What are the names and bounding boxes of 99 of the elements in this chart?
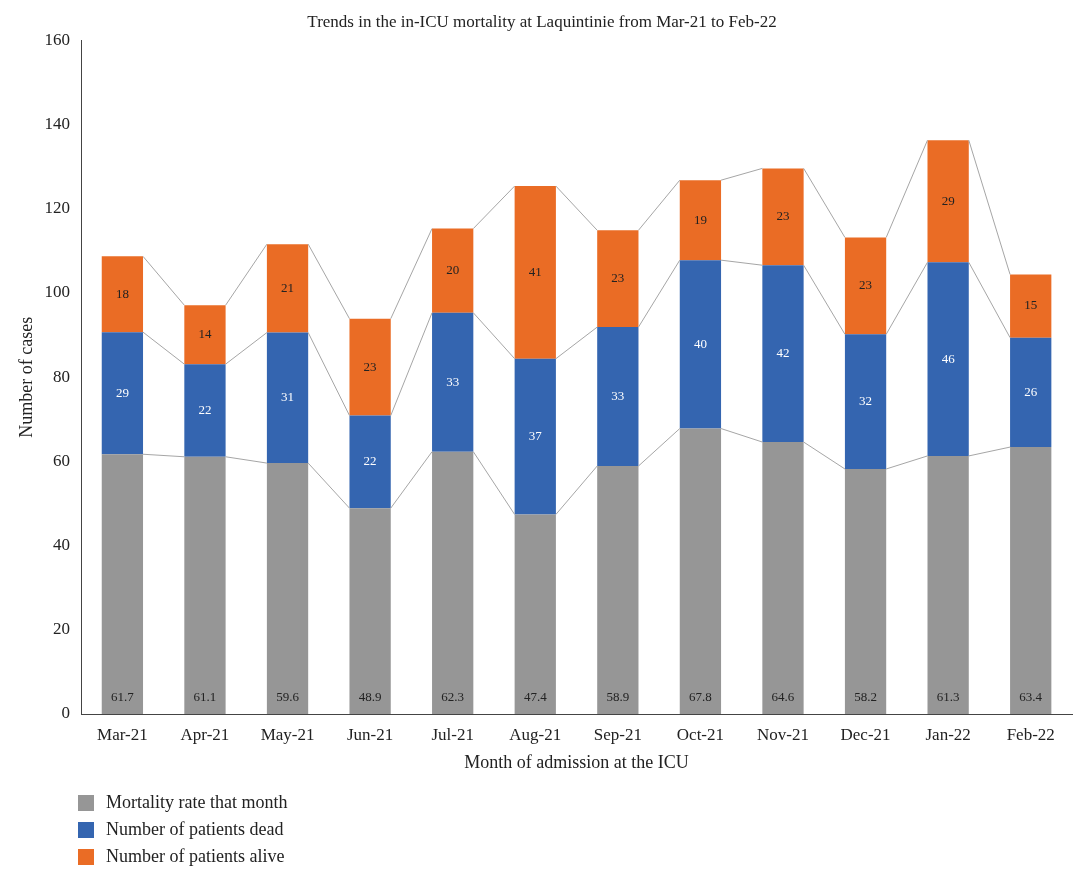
bar <box>597 466 639 714</box>
bar <box>432 451 474 714</box>
bar <box>184 364 226 457</box>
data-label: 61.7 <box>111 689 135 705</box>
data-label: 23 <box>859 277 873 293</box>
x-tick-label: Dec-21 <box>840 724 891 744</box>
bar <box>266 463 309 714</box>
bar <box>762 265 804 443</box>
data-label: 33 <box>446 373 460 389</box>
data-label: 29 <box>115 384 129 400</box>
data-label: 23 <box>611 270 625 286</box>
bar <box>844 468 887 714</box>
x-axis-title: Month of admission at the ICU <box>464 751 689 772</box>
bar <box>597 230 639 328</box>
bar <box>266 332 309 464</box>
x-tick-label: Jul-21 <box>431 724 474 744</box>
y-tick-label: 80 <box>53 366 71 386</box>
y-tick-label: 60 <box>53 450 71 470</box>
data-label: 22 <box>198 401 212 417</box>
data-label: 21 <box>281 279 295 295</box>
x-tick-label: Nov-21 <box>757 724 809 744</box>
bar <box>101 332 144 455</box>
data-label: 29 <box>941 192 955 208</box>
x-tick-label: Sep-21 <box>593 724 642 744</box>
y-tick-label: 0 <box>61 703 71 723</box>
bar <box>927 140 969 263</box>
data-label: 26 <box>1024 383 1038 399</box>
x-tick-label: Mar-21 <box>97 724 148 744</box>
bar <box>514 514 556 714</box>
bar <box>432 312 474 452</box>
bar <box>762 168 804 266</box>
bar <box>762 442 804 714</box>
x-tick-label: May-21 <box>260 724 315 744</box>
data-label: 31 <box>281 389 295 405</box>
data-label: 20 <box>446 262 460 278</box>
data-label: 48.9 <box>358 689 382 705</box>
data-label: 47.4 <box>523 689 548 705</box>
data-label: 59.6 <box>276 689 300 705</box>
bar <box>514 358 556 515</box>
bar <box>184 305 226 365</box>
x-tick-label: Oct-21 <box>676 724 725 744</box>
bar <box>1010 337 1052 448</box>
y-axis-title: Number of cases <box>15 316 36 438</box>
bar <box>514 186 556 359</box>
data-label: 22 <box>363 453 377 469</box>
x-tick-label: Jan-22 <box>925 724 971 744</box>
bar <box>184 456 226 714</box>
bar <box>927 262 969 456</box>
x-tick-label: Feb-22 <box>1006 724 1055 744</box>
data-label: 58.9 <box>606 689 630 705</box>
legend-label: Number of patients dead <box>106 819 284 840</box>
bar <box>597 327 639 467</box>
data-label: 64.6 <box>771 689 795 705</box>
bar <box>266 244 309 333</box>
bar <box>432 228 474 313</box>
data-label: 42 <box>776 345 790 361</box>
y-tick-label: 160 <box>44 29 71 49</box>
y-tick-label: 140 <box>44 114 71 134</box>
data-label: 23 <box>776 208 790 224</box>
bar <box>679 180 722 261</box>
bar <box>349 318 391 416</box>
chart-title: Trends in the in-ICU mortality at Laquintinie from Mar-21 to Feb-22 <box>307 11 777 31</box>
data-label: 41 <box>528 263 542 279</box>
data-label: 62.3 <box>441 689 465 705</box>
data-label: 32 <box>859 393 873 409</box>
x-tick-label: Apr-21 <box>180 724 230 744</box>
bar <box>1010 274 1052 338</box>
bar <box>101 256 144 333</box>
data-label: 61.1 <box>193 689 217 705</box>
data-label: 14 <box>198 326 212 342</box>
y-tick-label: 40 <box>53 535 71 555</box>
data-label: 58.2 <box>854 689 877 705</box>
data-label: 67.8 <box>689 689 712 705</box>
data-label: 33 <box>611 387 625 403</box>
y-tick-label: 20 <box>53 619 71 639</box>
legend-label: Number of patients alive <box>106 846 285 867</box>
data-label: 61.3 <box>936 689 960 705</box>
y-tick-label: 100 <box>44 282 71 302</box>
x-tick-label: Aug-21 <box>509 724 562 744</box>
bar <box>679 260 722 429</box>
data-label: 18 <box>115 285 129 301</box>
bar <box>101 454 144 714</box>
bar <box>1010 447 1052 714</box>
data-label: 40 <box>693 335 707 351</box>
bar <box>679 428 722 714</box>
bar <box>927 455 969 714</box>
data-label: 15 <box>1024 297 1038 313</box>
bar <box>349 415 391 509</box>
bar <box>349 508 391 714</box>
y-tick-label: 120 <box>44 198 71 218</box>
x-tick-label: Jun-21 <box>346 724 394 744</box>
legend-label: Mortality rate that month <box>106 792 288 813</box>
data-label: 63.4 <box>1019 689 1043 705</box>
data-label: 19 <box>693 211 707 227</box>
data-label: 23 <box>363 358 377 374</box>
data-label: 46 <box>941 350 956 366</box>
bar <box>844 334 887 469</box>
bar <box>844 237 887 335</box>
data-label: 37 <box>528 427 543 443</box>
